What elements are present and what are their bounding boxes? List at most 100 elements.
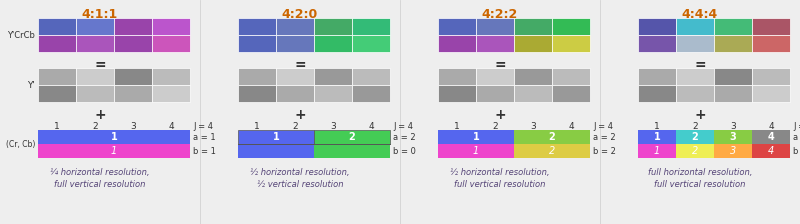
- Text: 3: 3: [730, 122, 736, 131]
- Text: Y': Y': [27, 80, 35, 90]
- Bar: [152, 68, 190, 85]
- Bar: [438, 35, 476, 52]
- Bar: [276, 68, 314, 85]
- Text: 2: 2: [692, 146, 698, 156]
- Text: Y'CrCb: Y'CrCb: [7, 30, 35, 39]
- Text: 1: 1: [654, 122, 660, 131]
- Text: 3: 3: [530, 122, 536, 131]
- Bar: [552, 35, 590, 52]
- Text: b = 2: b = 2: [593, 146, 616, 155]
- Text: full vertical resolution: full vertical resolution: [454, 180, 546, 189]
- Bar: [638, 35, 676, 52]
- Text: b = 1: b = 1: [193, 146, 216, 155]
- Bar: [714, 85, 752, 102]
- Text: 4:2:0: 4:2:0: [282, 8, 318, 21]
- Bar: [552, 68, 590, 85]
- Bar: [314, 130, 390, 144]
- Bar: [676, 18, 714, 35]
- Bar: [638, 144, 676, 158]
- Bar: [714, 68, 752, 85]
- Bar: [752, 130, 790, 144]
- Bar: [676, 85, 714, 102]
- Bar: [514, 18, 552, 35]
- Bar: [752, 68, 790, 85]
- Bar: [514, 35, 552, 52]
- Text: 4: 4: [168, 122, 174, 131]
- Text: +: +: [294, 108, 306, 122]
- Bar: [676, 35, 714, 52]
- Bar: [114, 18, 152, 35]
- Text: +: +: [494, 108, 506, 122]
- Bar: [38, 85, 76, 102]
- Bar: [276, 35, 314, 52]
- Text: 1: 1: [454, 122, 460, 131]
- Bar: [514, 144, 590, 158]
- Bar: [38, 144, 190, 158]
- Text: 4: 4: [368, 122, 374, 131]
- Text: =: =: [294, 58, 306, 72]
- Bar: [438, 68, 476, 85]
- Text: ½ horizontal resolution,: ½ horizontal resolution,: [450, 168, 550, 177]
- Text: J = 4: J = 4: [393, 122, 413, 131]
- Bar: [76, 85, 114, 102]
- Bar: [514, 130, 590, 144]
- Bar: [38, 35, 76, 52]
- Text: +: +: [94, 108, 106, 122]
- Text: a = 1: a = 1: [193, 133, 216, 142]
- Bar: [114, 35, 152, 52]
- Text: ½ horizontal resolution,: ½ horizontal resolution,: [250, 168, 350, 177]
- Bar: [476, 35, 514, 52]
- Bar: [514, 68, 552, 85]
- Bar: [714, 144, 752, 158]
- Text: 4: 4: [768, 122, 774, 131]
- Bar: [38, 130, 190, 144]
- Bar: [476, 85, 514, 102]
- Bar: [238, 35, 276, 52]
- Bar: [238, 85, 276, 102]
- Bar: [438, 130, 514, 144]
- Bar: [352, 85, 390, 102]
- Bar: [752, 85, 790, 102]
- Text: 1: 1: [54, 122, 60, 131]
- Text: J = 4: J = 4: [793, 122, 800, 131]
- Bar: [638, 130, 676, 144]
- Text: 4: 4: [768, 146, 774, 156]
- Text: ½ vertical resolution: ½ vertical resolution: [257, 180, 343, 189]
- Text: 1: 1: [111, 146, 117, 156]
- Text: ¼ horizontal resolution,: ¼ horizontal resolution,: [50, 168, 150, 177]
- Text: 2: 2: [92, 122, 98, 131]
- Text: J = 4: J = 4: [593, 122, 613, 131]
- Text: 4:4:4: 4:4:4: [682, 8, 718, 21]
- Bar: [314, 85, 352, 102]
- Text: 1: 1: [654, 132, 660, 142]
- Bar: [314, 144, 390, 158]
- Bar: [714, 130, 752, 144]
- Text: 3: 3: [730, 146, 736, 156]
- Bar: [752, 18, 790, 35]
- Bar: [638, 18, 676, 35]
- Bar: [314, 35, 352, 52]
- Bar: [552, 85, 590, 102]
- Bar: [238, 130, 314, 144]
- Text: 2: 2: [549, 132, 555, 142]
- Bar: [752, 35, 790, 52]
- Text: 1: 1: [254, 122, 260, 131]
- Bar: [276, 18, 314, 35]
- Text: 1: 1: [473, 132, 479, 142]
- Bar: [114, 85, 152, 102]
- Bar: [76, 35, 114, 52]
- Bar: [38, 18, 76, 35]
- Bar: [638, 85, 676, 102]
- Text: 2: 2: [692, 132, 698, 142]
- Bar: [276, 85, 314, 102]
- Text: 4:1:1: 4:1:1: [82, 8, 118, 21]
- Text: J = 4: J = 4: [193, 122, 213, 131]
- Text: 2: 2: [549, 146, 555, 156]
- Bar: [676, 68, 714, 85]
- Text: 4: 4: [568, 122, 574, 131]
- Bar: [238, 144, 314, 158]
- Text: a = 4: a = 4: [793, 133, 800, 142]
- Bar: [114, 68, 152, 85]
- Bar: [514, 85, 552, 102]
- Text: =: =: [94, 58, 106, 72]
